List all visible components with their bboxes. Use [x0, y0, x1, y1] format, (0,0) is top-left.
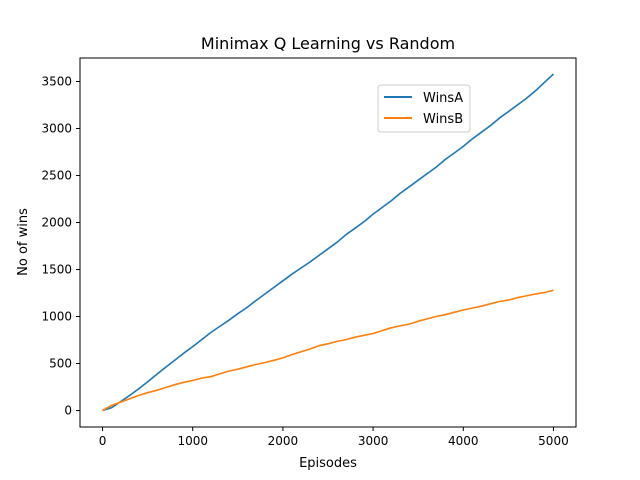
x-tick-label: 3000 — [358, 434, 389, 448]
y-tick-label: 1500 — [41, 263, 72, 277]
x-tick-label: 2000 — [268, 434, 299, 448]
plot-frame — [79, 57, 577, 428]
x-axis: 0 1000 2000 3000 4000 5000 — [99, 427, 569, 448]
y-axis-label: No of wins — [16, 208, 31, 276]
chart-title: Minimax Q Learning vs Random — [201, 34, 455, 53]
plot-area — [80, 58, 576, 427]
x-tick-label: 5000 — [538, 434, 569, 448]
y-tick-label: 3500 — [41, 75, 72, 89]
x-axis-label: Episodes — [299, 456, 357, 471]
x-tick-label: 4000 — [448, 434, 479, 448]
y-tick-label: 3000 — [41, 122, 72, 136]
y-tick-label: 500 — [49, 357, 72, 371]
y-tick-label: 2500 — [41, 169, 72, 183]
x-tick-label: 1000 — [177, 434, 208, 448]
series-layer — [102, 73, 555, 412]
y-tick-label: 1000 — [41, 310, 72, 324]
series-line-winsa — [102, 73, 555, 412]
y-tick-label: 2000 — [41, 216, 72, 230]
y-axis: 0 500 1000 1500 2000 2500 3000 3500 — [41, 75, 80, 418]
series-line-winsb — [102, 289, 554, 412]
y-tick-label: 0 — [64, 404, 72, 418]
legend-label-winsb: WinsB — [423, 112, 463, 127]
legend-label-winsa: WinsA — [423, 91, 463, 106]
legend: WinsA WinsB — [377, 84, 471, 133]
x-tick-label: 0 — [99, 434, 107, 448]
